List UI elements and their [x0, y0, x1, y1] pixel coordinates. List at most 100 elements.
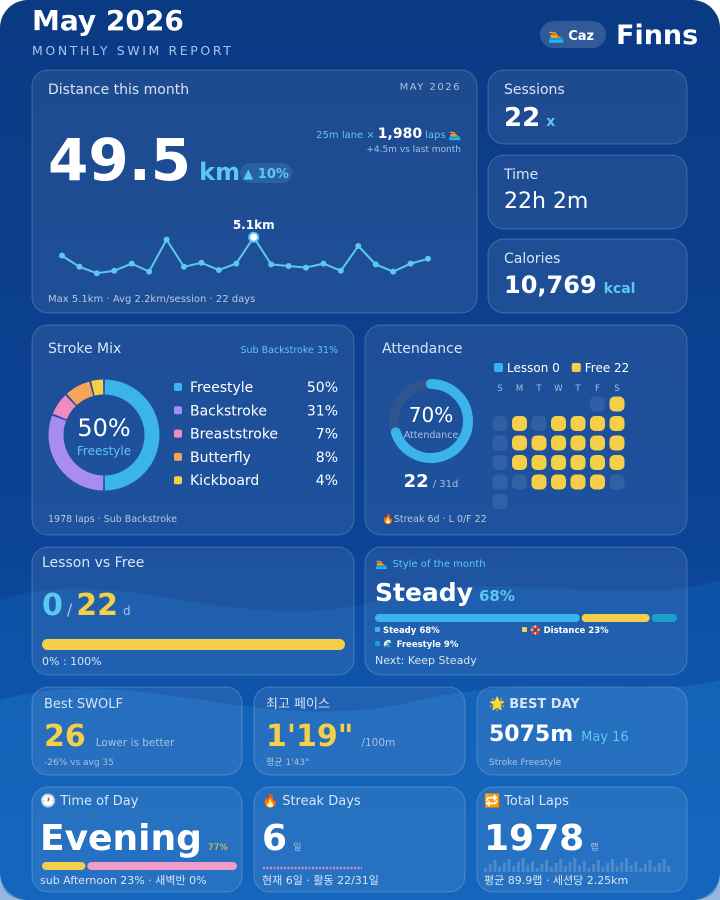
card-title: Time — [503, 167, 538, 183]
legend: Freestyle 50% Backstroke 31% Breaststroke 7% B… — [174, 380, 338, 489]
distance-number: 49.5 — [48, 126, 191, 194]
title: Style of the month — [392, 559, 485, 570]
legend-value: 50% — [307, 380, 338, 396]
calendar-day — [492, 435, 508, 451]
calendar-day — [570, 474, 586, 490]
point — [268, 261, 275, 268]
decor-bar — [596, 860, 600, 872]
weekday: T — [574, 384, 581, 394]
time-of-day-percent: 77% — [208, 843, 228, 853]
ring — [389, 379, 473, 463]
sessions-number: 22 — [504, 103, 540, 133]
decor-bar — [643, 864, 647, 872]
point — [215, 267, 222, 273]
style-bar: Steady 68% 🛟 Distance 23% 🌊 Freestyle 9% — [375, 614, 677, 650]
card — [487, 238, 688, 314]
decor-bar — [615, 866, 619, 872]
calendar-day — [551, 455, 566, 470]
legend-swatch — [174, 383, 182, 391]
card — [31, 69, 478, 314]
bar-segment — [375, 614, 580, 622]
title: Streak Days — [282, 794, 361, 809]
note: 평균 89.9랩 · 세션당 2.25km — [484, 874, 628, 887]
legend-label: Free 22 — [585, 361, 630, 375]
calendar-day — [609, 435, 625, 451]
best-day-date: May 16 — [581, 730, 629, 745]
days: 22 / 31d — [404, 471, 459, 492]
decor-bar — [634, 861, 638, 872]
icon: 🕐 — [40, 793, 56, 809]
swolf-note: Lower is better — [96, 737, 175, 749]
pace-unit: /100m — [361, 737, 395, 749]
donut-center-label: Freestyle — [77, 444, 131, 458]
point — [355, 243, 362, 249]
card-title: 🔥 Streak Days — [262, 793, 361, 809]
change-pill — [240, 163, 293, 183]
weekday: F — [595, 384, 600, 394]
calendar-day — [531, 455, 547, 470]
pace-avg: 평균 1'43" — [266, 757, 309, 768]
calendar-day — [609, 416, 625, 431]
ring-label: Attendance — [404, 430, 459, 441]
decor-bar — [535, 868, 539, 872]
ring-value: 70% — [409, 403, 453, 427]
donut-segment — [52, 395, 77, 420]
decor-bar — [521, 858, 525, 872]
card-title: Sessions — [504, 82, 565, 98]
best-day-distance: 5075m — [489, 722, 573, 747]
weekday: M — [516, 384, 523, 394]
distance-value: 49.5 km — [48, 126, 240, 194]
time-of-day-value: Evening 77% — [40, 818, 228, 859]
card-title: Best SWOLF — [44, 697, 123, 712]
decor-bar — [526, 865, 530, 872]
decor-bar — [639, 868, 643, 872]
calendar-day — [590, 416, 605, 431]
calendar-day — [531, 474, 547, 490]
badge-icon: 🏊 — [548, 29, 564, 44]
point — [198, 259, 205, 266]
point — [407, 260, 414, 267]
card — [487, 154, 688, 230]
calories-value: 10,769 kcal — [504, 271, 635, 299]
point — [337, 267, 344, 274]
donut-segment — [66, 381, 94, 406]
legend-swatch — [375, 627, 380, 632]
calendar-day — [609, 455, 625, 470]
card-title: 최고 페이스 — [266, 697, 330, 712]
time-of-day-name: Evening — [40, 818, 202, 859]
next: Next: Keep Steady — [375, 654, 477, 667]
decor-bar — [648, 860, 652, 872]
decor-bar — [653, 867, 657, 872]
legend-swatch — [174, 452, 182, 461]
icon: 🏊 — [375, 559, 387, 570]
time-of-day-bar — [42, 862, 237, 870]
decor-bar — [502, 863, 506, 872]
calendar-day — [570, 435, 586, 451]
lesson-count: 0 — [42, 588, 63, 623]
card-title: 🔁 Total Laps — [484, 793, 569, 809]
separator: / — [67, 600, 73, 619]
calendar-day — [492, 416, 508, 431]
decor-bar — [587, 868, 591, 872]
badge-text[interactable]: 🏊 Caz — [548, 29, 594, 44]
weekday: S — [614, 384, 619, 394]
streak-number: 6 — [262, 818, 287, 859]
legend-icon: 🛟 — [530, 625, 541, 636]
legend-label: Backstroke — [190, 403, 267, 419]
laps: 1,980 — [378, 126, 423, 142]
decor-bar — [563, 866, 567, 872]
decor-bar — [568, 862, 572, 872]
change: ▲ 10% — [243, 167, 289, 182]
legend-value: 7% — [316, 427, 338, 443]
card-title: Distance this month — [48, 82, 189, 98]
legend-label: Freestyle — [190, 380, 253, 396]
unit: d — [123, 604, 131, 618]
user-badge[interactable] — [540, 21, 606, 48]
lane: 25m lane × — [316, 130, 375, 141]
legend-label: Breaststroke — [190, 427, 278, 443]
pace-number: 1'19" — [266, 719, 353, 754]
legend-label: Distance — [544, 626, 586, 636]
compare: +4.5m vs last month — [366, 145, 461, 155]
point — [59, 252, 65, 259]
calendar-day — [570, 455, 586, 470]
